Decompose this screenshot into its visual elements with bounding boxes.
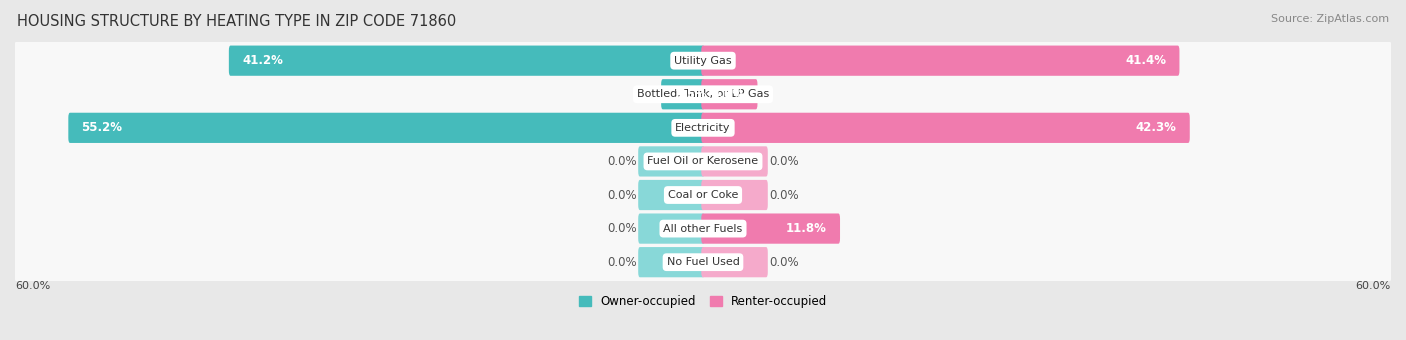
Text: 42.3%: 42.3% bbox=[1136, 121, 1177, 134]
FancyBboxPatch shape bbox=[15, 241, 1391, 284]
FancyBboxPatch shape bbox=[14, 71, 1392, 117]
Text: 0.0%: 0.0% bbox=[769, 256, 799, 269]
Text: Source: ZipAtlas.com: Source: ZipAtlas.com bbox=[1271, 14, 1389, 23]
Text: No Fuel Used: No Fuel Used bbox=[666, 257, 740, 267]
Text: 0.0%: 0.0% bbox=[607, 256, 637, 269]
FancyBboxPatch shape bbox=[702, 46, 1180, 76]
FancyBboxPatch shape bbox=[702, 247, 768, 277]
Text: Utility Gas: Utility Gas bbox=[675, 56, 731, 66]
FancyBboxPatch shape bbox=[15, 39, 1391, 82]
Text: 0.0%: 0.0% bbox=[607, 188, 637, 202]
FancyBboxPatch shape bbox=[15, 106, 1391, 149]
FancyBboxPatch shape bbox=[69, 113, 704, 143]
Text: Bottled, Tank, or LP Gas: Bottled, Tank, or LP Gas bbox=[637, 89, 769, 99]
Legend: Owner-occupied, Renter-occupied: Owner-occupied, Renter-occupied bbox=[579, 295, 827, 308]
Text: HOUSING STRUCTURE BY HEATING TYPE IN ZIP CODE 71860: HOUSING STRUCTURE BY HEATING TYPE IN ZIP… bbox=[17, 14, 456, 29]
FancyBboxPatch shape bbox=[15, 173, 1391, 217]
FancyBboxPatch shape bbox=[229, 46, 704, 76]
FancyBboxPatch shape bbox=[15, 207, 1391, 250]
Text: Electricity: Electricity bbox=[675, 123, 731, 133]
Text: 41.4%: 41.4% bbox=[1125, 54, 1166, 67]
Text: 41.2%: 41.2% bbox=[242, 54, 283, 67]
Text: Coal or Coke: Coal or Coke bbox=[668, 190, 738, 200]
FancyBboxPatch shape bbox=[15, 140, 1391, 183]
Text: 55.2%: 55.2% bbox=[82, 121, 122, 134]
FancyBboxPatch shape bbox=[702, 79, 758, 109]
FancyBboxPatch shape bbox=[14, 172, 1392, 218]
FancyBboxPatch shape bbox=[702, 146, 768, 176]
Text: 0.0%: 0.0% bbox=[769, 188, 799, 202]
Text: 0.0%: 0.0% bbox=[769, 155, 799, 168]
Text: All other Fuels: All other Fuels bbox=[664, 224, 742, 234]
FancyBboxPatch shape bbox=[14, 37, 1392, 84]
FancyBboxPatch shape bbox=[15, 73, 1391, 116]
FancyBboxPatch shape bbox=[14, 205, 1392, 252]
Text: 60.0%: 60.0% bbox=[1355, 280, 1391, 291]
FancyBboxPatch shape bbox=[14, 239, 1392, 285]
FancyBboxPatch shape bbox=[638, 146, 704, 176]
FancyBboxPatch shape bbox=[638, 180, 704, 210]
FancyBboxPatch shape bbox=[14, 105, 1392, 151]
FancyBboxPatch shape bbox=[661, 79, 704, 109]
FancyBboxPatch shape bbox=[14, 138, 1392, 185]
Text: 11.8%: 11.8% bbox=[786, 222, 827, 235]
Text: 60.0%: 60.0% bbox=[15, 280, 51, 291]
Text: 4.6%: 4.6% bbox=[711, 88, 744, 101]
FancyBboxPatch shape bbox=[638, 214, 704, 244]
Text: Fuel Oil or Kerosene: Fuel Oil or Kerosene bbox=[647, 156, 759, 166]
FancyBboxPatch shape bbox=[702, 113, 1189, 143]
Text: 0.0%: 0.0% bbox=[607, 155, 637, 168]
FancyBboxPatch shape bbox=[638, 247, 704, 277]
Text: 3.5%: 3.5% bbox=[675, 88, 707, 101]
Text: 0.0%: 0.0% bbox=[607, 222, 637, 235]
FancyBboxPatch shape bbox=[702, 214, 839, 244]
FancyBboxPatch shape bbox=[702, 180, 768, 210]
